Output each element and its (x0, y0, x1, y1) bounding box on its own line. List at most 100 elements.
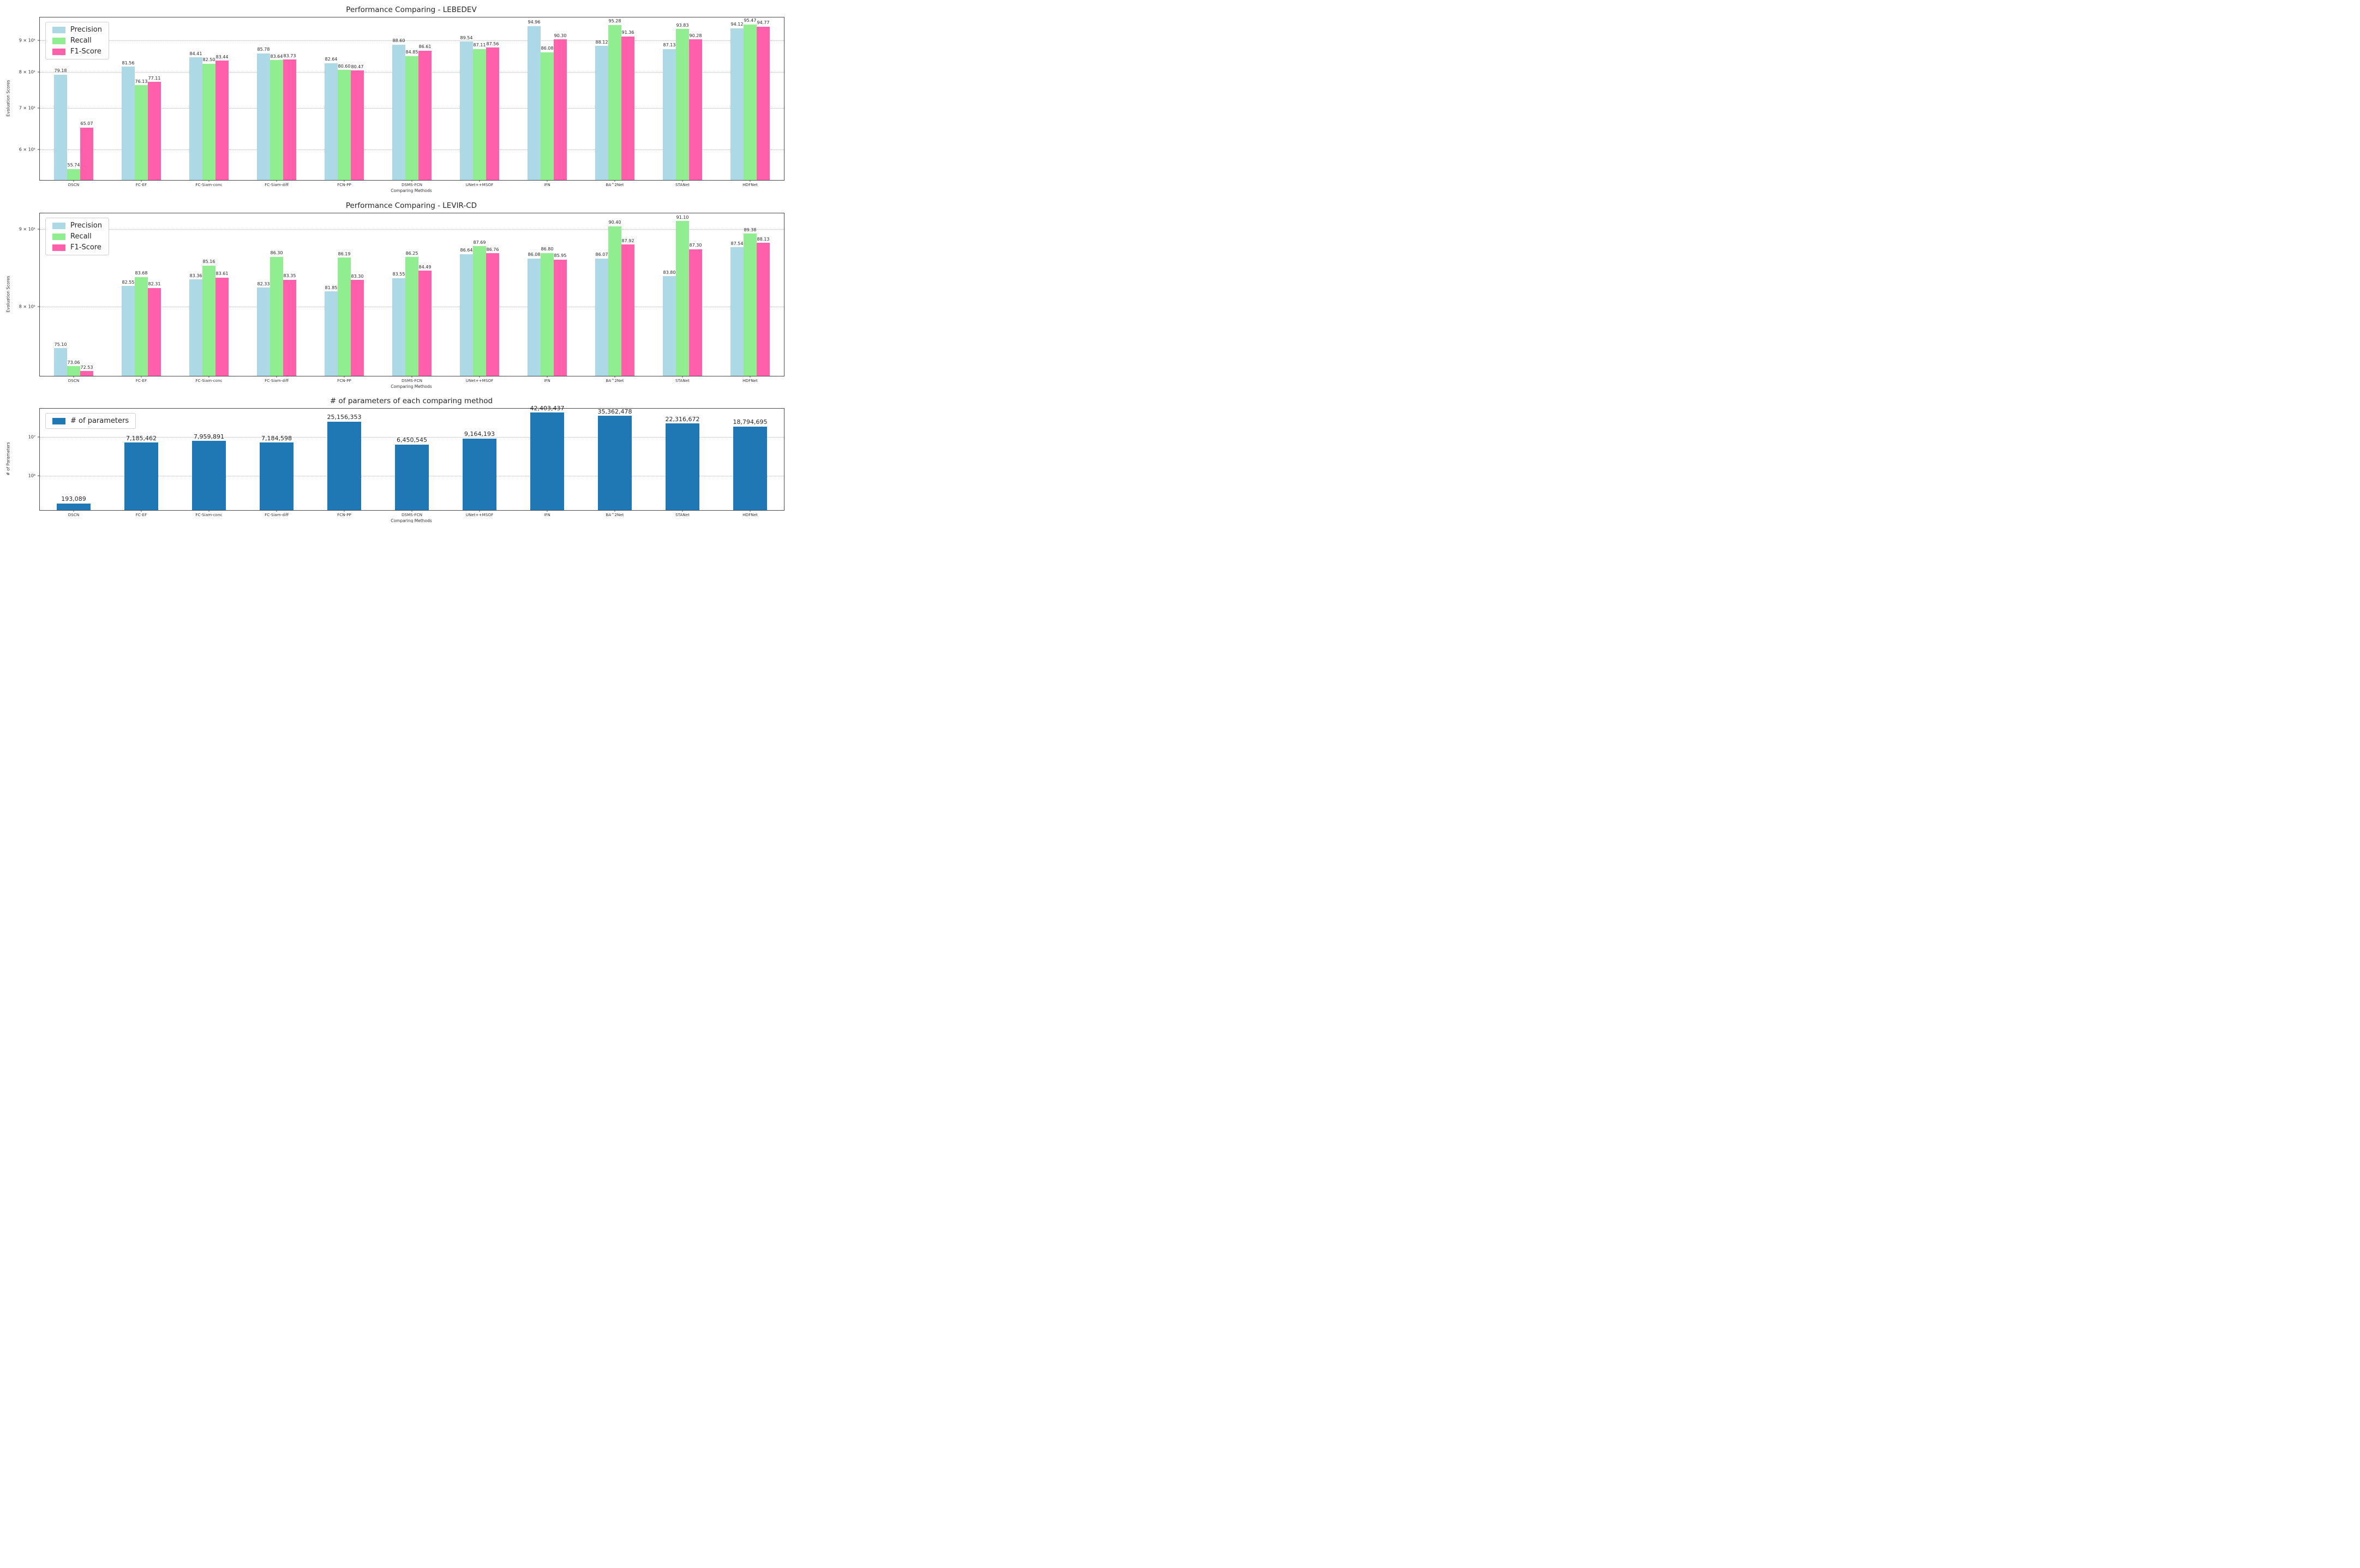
y-axis-label-parameters: # of Parameters (5, 442, 11, 476)
x-tick-mark (344, 376, 345, 378)
legend-swatch-recall (52, 233, 65, 240)
legend-item-precision: Precision (52, 26, 102, 33)
value-label-precision-fcn-pp: 81.85 (325, 285, 338, 290)
plot-area-parameters: 10⁷ 10⁶ 193,089 7,185,462 7,959,891 7,184,598… (28, 405, 784, 517)
bar-f1-score-fc-siam-diff (283, 59, 296, 180)
value-label-of-parameters-dscn: 193,089 (61, 495, 86, 503)
x-tick-label-unet-msof: UNet++MSOF (465, 378, 494, 383)
x-tick-mark (141, 510, 142, 512)
y-tick-label-6-10: 6 × 10¹ (19, 147, 35, 152)
x-tick-label-dsms-fcn: DSMS-FCN (402, 182, 422, 187)
x-tick-label-unet-msof: UNet++MSOF (465, 182, 494, 187)
value-label-recall-fc-siam-conc: 85.16 (202, 259, 215, 265)
bar-f1-score-unet-msof (486, 47, 499, 180)
bar-precision-dsms-fcn (392, 44, 405, 180)
bar-f1-score-ifn (554, 259, 567, 376)
legend-item-f1-score: F1-Score (52, 48, 102, 55)
legend: Precision Recall F1-Score (45, 22, 110, 59)
bar-precision-dscn (54, 348, 67, 376)
value-label-f1-score-fc-siam-diff: 83.35 (283, 273, 296, 279)
bar-recall-fc-siam-diff (270, 60, 283, 180)
bar-precision-hdfnet (730, 28, 744, 180)
value-label-precision-hdfnet: 94.12 (730, 22, 744, 27)
bar-f1-score-stanet (689, 249, 702, 376)
bar-f1-score-unet-msof (486, 253, 499, 376)
bar-of-parameters-ba-2net (598, 416, 632, 510)
x-axis-label-lebedev: Comparing Methods (391, 188, 432, 193)
x-tick-label-dsms-fcn: DSMS-FCN (402, 378, 422, 383)
value-label-f1-score-fc-siam-diff: 83.73 (283, 53, 296, 58)
bar-recall-ba-2net (608, 25, 621, 180)
x-tick-label-fc-siam-diff: FC-Siam-diff (265, 182, 289, 187)
gridline-9-10 (40, 229, 784, 230)
value-label-recall-hdfnet: 89.38 (744, 227, 757, 232)
bar-of-parameters-dscn (57, 503, 91, 510)
bar-of-parameters-ifn (530, 412, 564, 510)
bar-of-parameters-unet-msof (463, 438, 496, 510)
x-tick-mark (141, 180, 142, 182)
bar-recall-ifn (541, 253, 554, 376)
x-tick-label-stanet: STANet (675, 378, 690, 383)
x-tick-mark (547, 510, 548, 512)
value-label-of-parameters-fcn-pp: 25,156,353 (327, 414, 362, 421)
bar-recall-dsms-fcn (405, 257, 418, 376)
legend-label-recall: Recall (70, 37, 92, 45)
bar-precision-fc-siam-diff (257, 53, 270, 180)
y-tick-label-10: 10⁷ (28, 434, 35, 440)
value-label-f1-score-fc-ef: 77.11 (148, 75, 161, 81)
value-label-precision-ifn: 94.96 (528, 20, 541, 25)
bar-f1-score-fc-siam-diff (283, 279, 296, 376)
value-label-of-parameters-dsms-fcn: 6,450,545 (397, 436, 427, 444)
value-label-of-parameters-fc-siam-diff: 7,184,598 (261, 434, 292, 442)
value-label-recall-dscn: 73.06 (67, 360, 80, 365)
value-label-precision-unet-msof: 86.64 (460, 248, 473, 253)
x-tick-label-dscn: DSCN (68, 512, 80, 517)
value-label-precision-ifn: 86.08 (528, 252, 541, 258)
x-tick-label-ifn: IFN (544, 512, 550, 517)
value-label-f1-score-ifn: 85.95 (554, 253, 567, 259)
bar-precision-fcn-pp (325, 291, 338, 376)
y-tick-label-10: 10⁶ (28, 473, 35, 478)
bar-of-parameters-stanet (666, 423, 699, 510)
value-label-f1-score-dsms-fcn: 86.61 (418, 44, 432, 50)
value-label-precision-dscn: 75.10 (54, 342, 67, 347)
x-tick-label-ba-2net: BA^2Net (606, 378, 624, 383)
gridline-9-10 (40, 40, 784, 41)
bar-precision-ba-2net (595, 46, 608, 180)
bar-recall-dscn (67, 366, 80, 376)
chart-title-lebedev: Performance Comparing - LEBEDEV (346, 5, 477, 14)
value-label-f1-score-fc-siam-conc: 83.44 (215, 54, 229, 59)
x-tick-label-fcn-pp: FCN-PP (337, 182, 351, 187)
bar-f1-score-fcn-pp (351, 70, 364, 180)
legend: # of parameters (45, 413, 136, 429)
value-label-of-parameters-unet-msof: 9,164,193 (464, 430, 495, 438)
x-tick-label-fc-ef: FC-EF (135, 378, 147, 383)
legend-item-f1-score: F1-Score (52, 244, 102, 251)
x-tick-label-fcn-pp: FCN-PP (337, 378, 351, 383)
y-tick-label-9-10: 9 × 10¹ (19, 38, 35, 43)
value-label-recall-dscn: 55.74 (67, 163, 80, 168)
gridline-10 (40, 437, 784, 438)
bar-precision-ifn (528, 26, 541, 180)
value-label-f1-score-dsms-fcn: 84.49 (418, 264, 432, 270)
x-tick-label-stanet: STANet (675, 512, 690, 517)
value-label-recall-fcn-pp: 86.19 (338, 251, 351, 256)
x-tick-label-fc-siam-diff: FC-Siam-diff (265, 512, 289, 517)
legend-swatch-recall (52, 37, 65, 44)
x-tick-label-fc-ef: FC-EF (135, 512, 147, 517)
bar-recall-stanet (676, 29, 689, 180)
bar-of-parameters-hdfnet (733, 426, 767, 510)
value-label-precision-fc-ef: 81.56 (122, 60, 135, 65)
legend-item-recall: Recall (52, 233, 102, 240)
bar-of-parameters-fc-ef (124, 442, 158, 510)
bar-of-parameters-fc-siam-diff (260, 442, 293, 510)
plot-area-lebedev: 9 × 10¹ 8 × 10¹ 7 × 10¹ 6 × 10¹ 79.18 81.56 84… (19, 17, 784, 187)
bar-precision-fcn-pp (325, 63, 338, 180)
value-label-recall-fc-ef: 76.13 (135, 79, 148, 84)
value-label-recall-fcn-pp: 80.60 (338, 63, 351, 69)
y-tick-mark (38, 436, 40, 438)
bar-f1-score-fc-siam-conc (215, 61, 229, 180)
x-tick-mark (750, 376, 751, 378)
value-label-precision-dsms-fcn: 83.55 (392, 272, 405, 277)
value-label-recall-stanet: 91.10 (676, 214, 689, 220)
